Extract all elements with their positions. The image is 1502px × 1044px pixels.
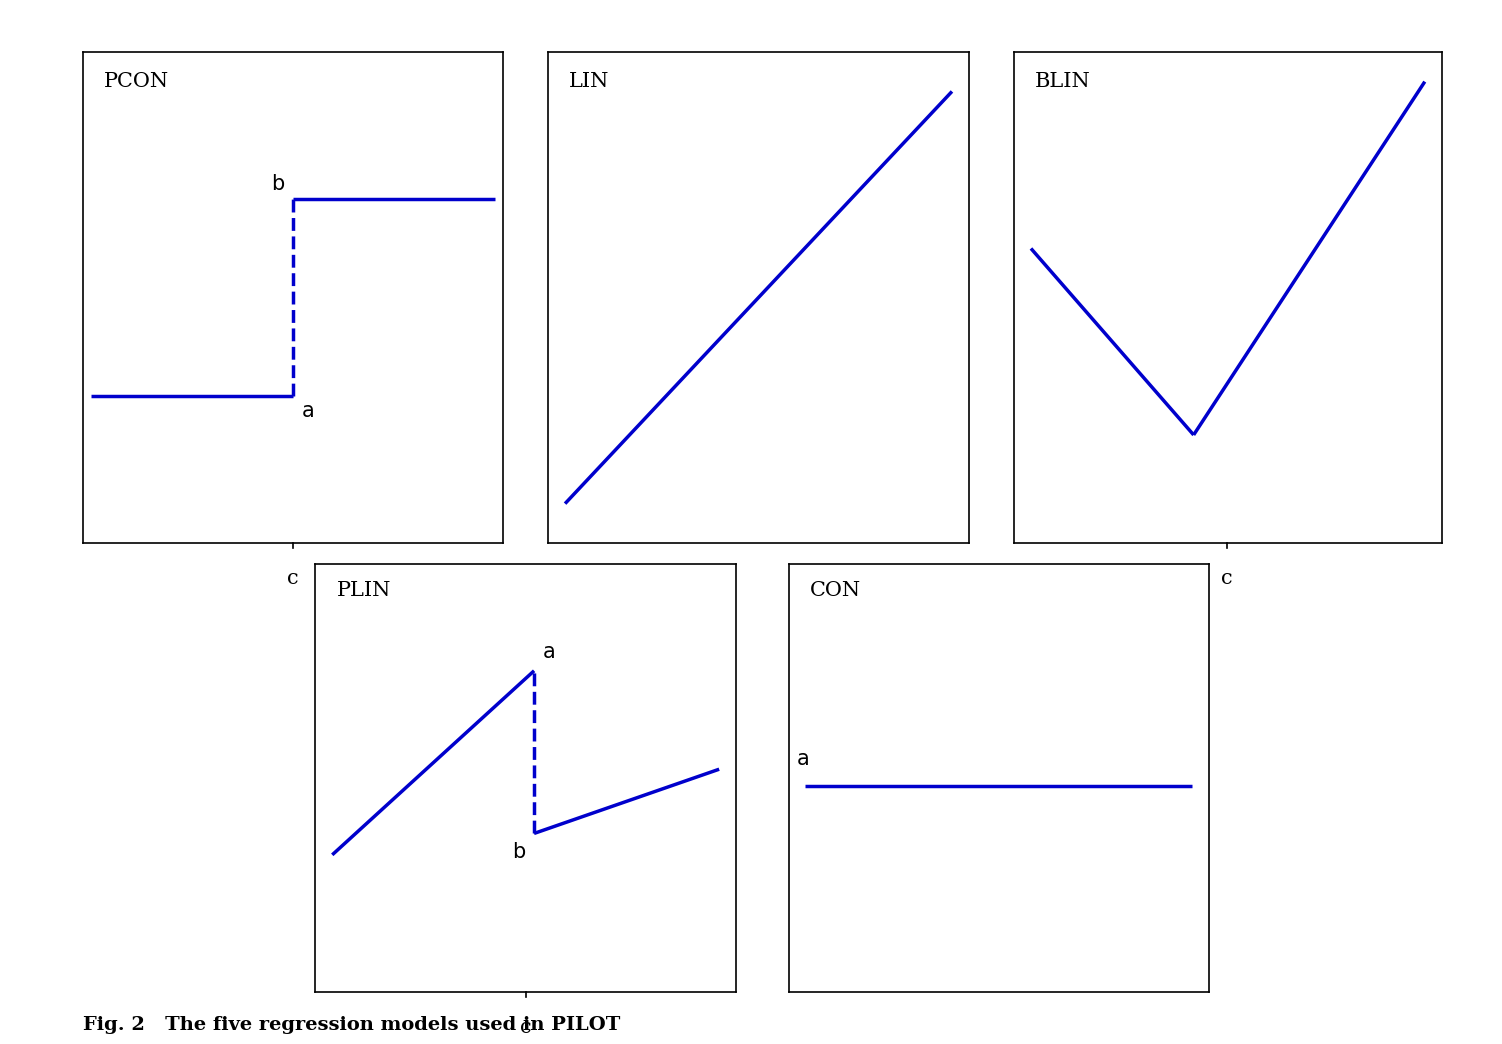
Text: BLIN: BLIN	[1035, 72, 1090, 91]
Text: a: a	[302, 401, 314, 421]
Text: a: a	[798, 750, 810, 769]
Text: CON: CON	[810, 580, 861, 600]
Text: a: a	[542, 642, 556, 662]
Text: PCON: PCON	[104, 72, 168, 91]
Text: LIN: LIN	[569, 72, 610, 91]
Text: c: c	[1221, 569, 1233, 588]
Text: PLIN: PLIN	[336, 580, 391, 600]
Text: c: c	[520, 1018, 532, 1037]
Text: c: c	[287, 569, 299, 588]
Text: Fig. 2   The five regression models used in PILOT: Fig. 2 The five regression models used i…	[83, 1016, 620, 1034]
Text: b: b	[512, 841, 526, 862]
Text: b: b	[272, 174, 284, 194]
